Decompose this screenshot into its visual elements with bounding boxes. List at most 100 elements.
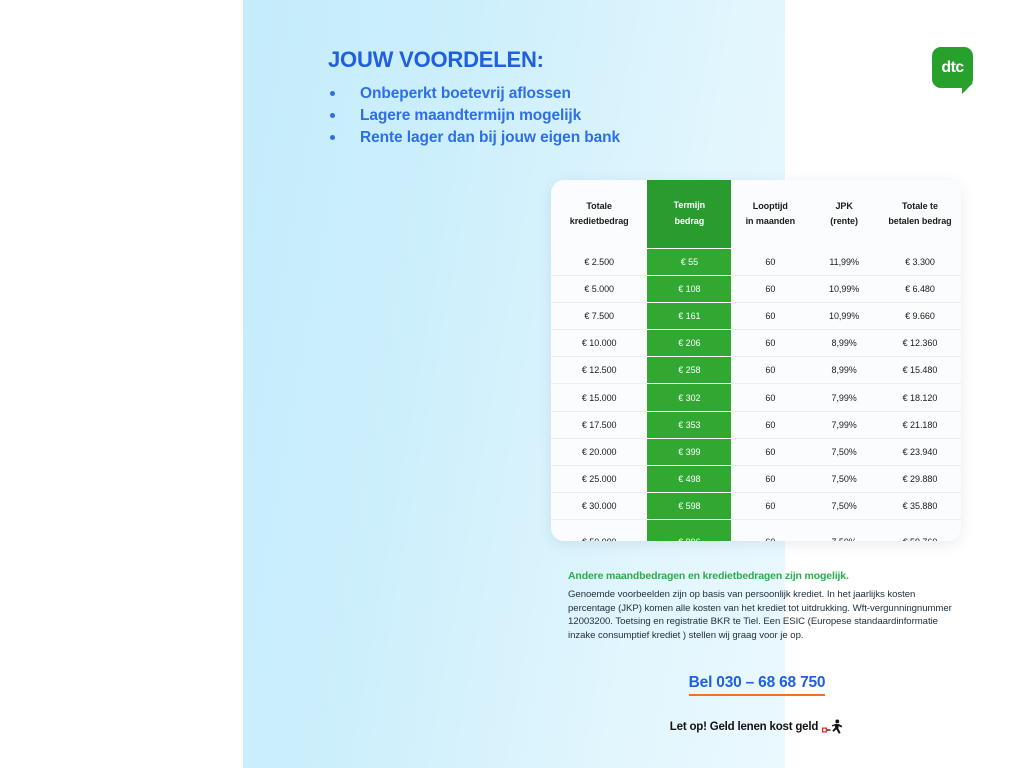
column-header-total-credit: Totale kredietbedrag (569, 200, 629, 227)
warning-footer: Let op! Geld lenen kost geld (486, 719, 1024, 735)
table-cell: 10,99% (809, 275, 879, 303)
table-cell: € 50.000 (551, 518, 648, 541)
logo-wordmark: dtc (941, 58, 964, 76)
table-cell: € 7.500 (551, 302, 648, 330)
table-cell: 7,50% (809, 518, 879, 541)
table-cell: € 55 (647, 247, 732, 276)
bullet-icon (330, 91, 335, 97)
table-cell: 7,50% (809, 491, 879, 520)
table-row: € 7.500 € 161 60 10,99% € 9.660 (551, 302, 961, 330)
table-cell: € 5.000 (551, 275, 648, 303)
table-body: € 2.500 € 55 60 11,99% € 3.300 € 5.000 € 108 60… (551, 247, 961, 541)
table-row: € 20.000 € 399 60 7,50% € 23.940 (551, 437, 961, 466)
table-cell: € 25.000 (551, 464, 648, 493)
phone-block: Bel 030 – 68 68 750 (486, 674, 1024, 696)
table-cell: € 258 (647, 356, 732, 384)
rate-table: Totale kredietbedrag Termijn bedrag Loop… (551, 180, 961, 541)
table-cell: 60 (731, 383, 810, 412)
fineprint-heading: Andere maandbedragen en kredietbedragen … (568, 570, 849, 582)
table-cell: € 12.360 (878, 329, 961, 357)
bullet-icon (330, 113, 335, 119)
table-row: € 10.000 € 206 60 8,99% € 12.360 (551, 329, 961, 357)
benefit-label: Rente lager dan bij jouw eigen bank (360, 129, 621, 147)
column-header-duration: Looptijd in maanden (745, 200, 796, 227)
table-cell: 7,50% (809, 437, 879, 466)
table-cell: € 161 (647, 302, 732, 330)
logo-badge-shape (932, 47, 973, 88)
table-cell: 60 (765, 256, 776, 267)
table-cell: € 23.940 (878, 437, 961, 466)
column-header-total-payable: Totale te betalen bedrag (888, 200, 952, 227)
table-cell: 8,99% (809, 329, 879, 357)
table-cell: € 3.300 (905, 256, 935, 267)
table-cell: € 598 (647, 491, 732, 520)
rate-table-card: Totale kredietbedrag Termijn bedrag Loop… (551, 180, 961, 541)
table-cell: € 20.000 (551, 437, 648, 466)
table-cell: 60 (731, 491, 810, 520)
poster-panel: JOUW VOORDELEN: Onbeperkt boetevrij aflo… (243, 0, 973, 768)
phone-link[interactable]: Bel 030 – 68 68 750 (688, 674, 826, 696)
table-row: € 15.000 € 302 60 7,99% € 18.120 (551, 383, 961, 412)
table-cell: 7,99% (809, 410, 879, 439)
page-title: JOUW VOORDELEN: (328, 47, 544, 72)
benefits-list: Onbeperkt boetevrij aflossen Lagere maan… (328, 83, 748, 149)
table-cell: 10,99% (809, 302, 879, 330)
table-cell: 60 (731, 275, 810, 303)
table-cell: € 996 (647, 518, 732, 541)
fineprint-body: Genoemde voorbeelden zijn op basis van p… (568, 589, 952, 641)
table-cell: € 18.120 (878, 383, 961, 412)
fineprint-block: Andere maandbedragen en kredietbedragen … (568, 570, 953, 642)
table-cell: € 12.500 (551, 356, 648, 384)
table-row: € 50.000€ 996607,50%€ 59.760 (551, 518, 961, 541)
table-cell: € 399 (647, 437, 732, 466)
table-cell: € 29.880 (878, 464, 961, 493)
list-item: Lagere maandtermijn mogelijk (328, 105, 748, 127)
table-cell: € 9.660 (878, 302, 961, 330)
table-cell: € 6.480 (878, 275, 961, 303)
table-cell: 60 (731, 464, 810, 493)
table-cell: € 353 (647, 410, 732, 439)
logo-speech-tail-icon (962, 83, 973, 94)
table-cell: 60 (731, 518, 810, 541)
table-row: € 30.000 € 598 60 7,50% € 35.880 (551, 491, 961, 520)
header-block: JOUW VOORDELEN: Onbeperkt boetevrij aflo… (328, 47, 748, 149)
table-cell: 60 (731, 410, 810, 439)
table-cell: 11,99% (829, 256, 859, 267)
table-cell: € 35.880 (878, 491, 961, 520)
table-cell: 8,99% (809, 356, 879, 384)
benefit-label: Lagere maandtermijn mogelijk (360, 107, 582, 125)
table-row: € 17.500 € 353 60 7,99% € 21.180 (551, 410, 961, 439)
table-row: € 12.500 € 258 60 8,99% € 15.480 (551, 356, 961, 384)
table-cell: € 21.180 (878, 410, 961, 439)
table-cell: € 108 (647, 275, 732, 303)
table-row: € 25.000 € 498 60 7,50% € 29.880 (551, 464, 961, 493)
list-item: Rente lager dan bij jouw eigen bank (328, 127, 748, 149)
table-cell: € 498 (647, 464, 732, 493)
table-header: Totale kredietbedrag Termijn bedrag Loop… (551, 180, 961, 249)
table-cell: € 15.480 (878, 356, 961, 384)
bullet-icon (330, 135, 335, 141)
table-cell: € 17.500 (551, 410, 648, 439)
table-cell: € 10.000 (551, 329, 648, 357)
table-row: € 5.000 € 108 60 10,99% € 6.480 (551, 275, 961, 303)
list-item: Onbeperkt boetevrij aflossen (328, 83, 748, 105)
warning-label: Let op! Geld lenen kost geld (669, 721, 819, 733)
table-cell: 60 (731, 302, 810, 330)
column-header-jkp: JPK (rente) (830, 200, 858, 227)
table-cell: € 15.000 (551, 383, 648, 412)
dtc-logo[interactable]: dtc (932, 47, 973, 94)
table-row: € 2.500 € 55 60 11,99% € 3.300 (551, 247, 961, 276)
table-cell: € 59.760 (878, 518, 961, 541)
table-cell: € 2.500 (584, 256, 615, 267)
table-cell: 60 (731, 356, 810, 384)
benefit-label: Onbeperkt boetevrij aflossen (360, 85, 571, 103)
table-cell: € 302 (647, 383, 732, 412)
table-cell: 60 (731, 329, 810, 357)
running-person-warning-icon (822, 719, 844, 735)
table-cell: € 30.000 (551, 491, 648, 520)
table-cell: 7,99% (809, 383, 879, 412)
table-cell: 60 (731, 437, 810, 466)
table-cell: 7,50% (809, 464, 879, 493)
table-header-row: Totale kredietbedrag Termijn bedrag Loop… (551, 180, 961, 249)
